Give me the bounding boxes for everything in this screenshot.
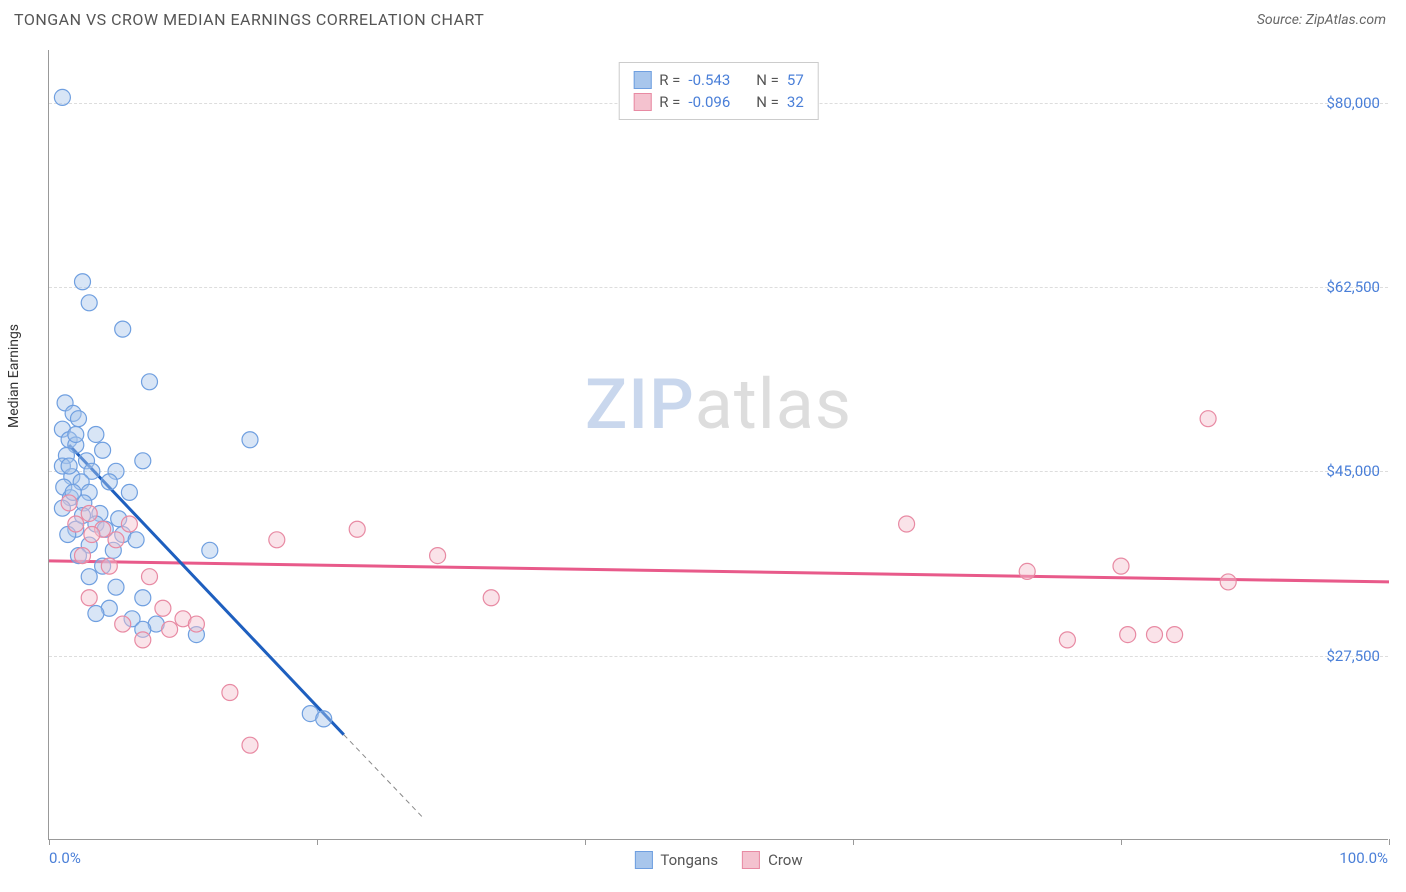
r-label-1: R = [659,93,680,111]
n-value-0: 57 [787,71,804,89]
r-value-1: -0.096 [688,93,730,111]
data-point-crow [115,616,131,632]
x-tick [1389,839,1390,845]
legend-item-crow: Crow [742,851,803,869]
data-point-crow [142,569,158,585]
n-label-1: N = [756,93,779,111]
data-point-tongans [88,426,104,442]
legend-row-tongans: R = -0.543 N = 57 [633,69,804,91]
y-axis-label: Median Earnings [6,324,22,428]
data-point-crow [108,532,124,548]
data-point-tongans [95,442,111,458]
data-point-tongans [115,321,131,337]
chart-title: TONGAN VS CROW MEDIAN EARNINGS CORRELATI… [14,10,484,29]
trend-line-crow [49,561,1389,582]
legend-row-crow: R = -0.096 N = 32 [633,91,804,113]
swatch-tongans [633,71,651,89]
data-point-crow [162,621,178,637]
data-point-tongans [61,458,77,474]
data-point-tongans [135,453,151,469]
data-point-crow [121,516,137,532]
data-point-crow [1220,574,1236,590]
r-label-0: R = [659,71,680,89]
data-point-crow [61,495,77,511]
data-point-tongans [54,89,70,105]
data-point-crow [1200,411,1216,427]
x-tick [1121,839,1122,845]
n-value-1: 32 [787,93,804,111]
x-tick [585,839,586,845]
series-legend: Tongans Crow [634,851,802,869]
data-point-tongans [142,374,158,390]
legend-label-crow: Crow [768,851,803,869]
data-point-crow [155,600,171,616]
data-point-tongans [88,606,104,622]
r-value-0: -0.543 [688,71,730,89]
data-point-tongans [81,295,97,311]
data-point-tongans [68,426,84,442]
data-point-crow [349,521,365,537]
source-label: Source: ZipAtlas.com [1257,12,1386,28]
data-point-crow [269,532,285,548]
data-point-crow [81,505,97,521]
data-point-crow [483,590,499,606]
data-point-crow [222,685,238,701]
data-point-crow [1147,627,1163,643]
swatch-crow [633,93,651,111]
data-point-tongans [101,474,117,490]
x-tick [49,839,50,845]
data-point-crow [84,527,100,543]
data-point-tongans [202,542,218,558]
data-point-tongans [70,411,86,427]
data-point-tongans [121,484,137,500]
scatter-svg [49,50,1388,839]
trend-line-ext [344,735,424,819]
data-point-crow [1120,627,1136,643]
data-point-crow [81,590,97,606]
data-point-tongans [316,711,332,727]
data-point-crow [1019,563,1035,579]
data-point-crow [1167,627,1183,643]
data-point-crow [1059,632,1075,648]
data-point-crow [430,548,446,564]
x-max-label: 100.0% [1339,849,1388,867]
data-point-crow [101,558,117,574]
correlation-legend: R = -0.543 N = 57 R = -0.096 N = 32 [618,62,819,120]
data-point-crow [135,632,151,648]
data-point-tongans [81,569,97,585]
data-point-crow [188,616,204,632]
data-point-crow [1113,558,1129,574]
data-point-crow [242,737,258,753]
data-point-tongans [128,532,144,548]
data-point-tongans [108,579,124,595]
data-point-crow [75,548,91,564]
swatch-bottom-crow [742,851,760,869]
data-point-crow [899,516,915,532]
x-min-label: 0.0% [49,849,81,867]
data-point-crow [68,516,84,532]
legend-item-tongans: Tongans [634,851,718,869]
swatch-bottom-tongans [634,851,652,869]
n-label-0: N = [756,71,779,89]
data-point-tongans [135,590,151,606]
x-tick [317,839,318,845]
legend-label-tongans: Tongans [660,851,718,869]
data-point-tongans [75,274,91,290]
data-point-tongans [242,432,258,448]
chart-plot-area: ZIPatlas R = -0.543 N = 57 R = -0.096 N … [48,50,1388,840]
x-tick [853,839,854,845]
